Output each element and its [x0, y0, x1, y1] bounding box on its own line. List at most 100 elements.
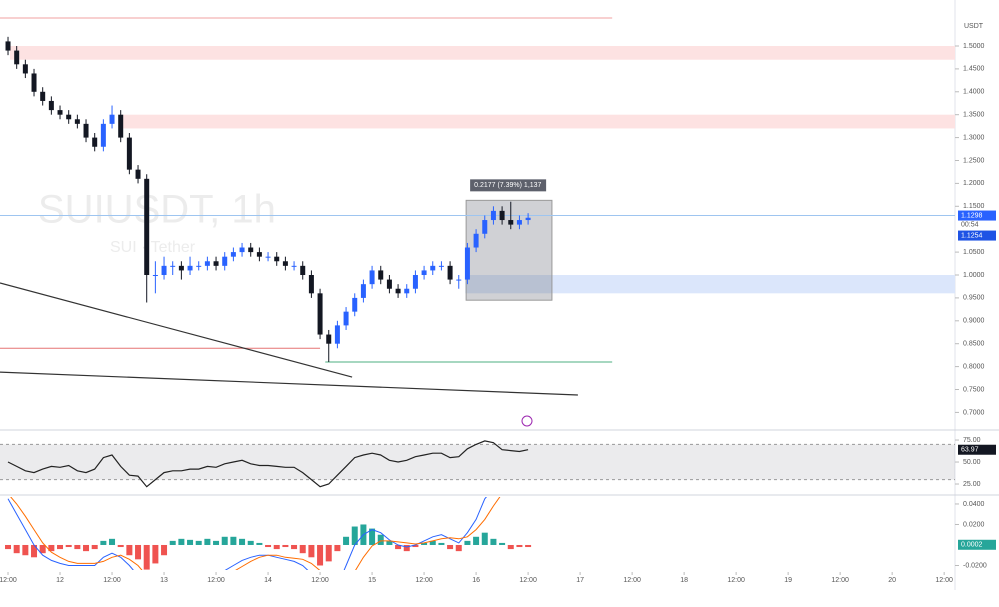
y-tick-label: 0.7500 — [963, 386, 985, 393]
candle-body — [421, 270, 427, 276]
zone — [465, 275, 955, 294]
histogram-bar — [386, 540, 393, 545]
candle-body — [14, 50, 20, 65]
countdown: 00:54 — [961, 221, 979, 228]
histogram-bar — [282, 544, 289, 548]
histogram-bar — [481, 532, 488, 545]
histogram-bar — [152, 544, 159, 564]
candle-body — [248, 247, 254, 253]
histogram-bar — [65, 544, 72, 548]
histogram-bar — [412, 544, 419, 548]
x-tick-label: 17 — [576, 577, 584, 584]
candle-body — [317, 293, 323, 335]
histogram-bar — [369, 528, 376, 545]
histogram-bar — [507, 544, 514, 550]
histogram-bar — [83, 544, 90, 552]
event-icon[interactable] — [521, 415, 533, 427]
x-tick-label: 12:00 — [415, 577, 433, 584]
histogram-bar — [247, 540, 254, 545]
histogram-bar — [195, 540, 202, 545]
x-tick-label: 12:00 — [935, 577, 953, 584]
y-tick-label: 0.0400 — [963, 501, 985, 508]
histogram-bar — [74, 544, 81, 550]
macd-current-label: 0.0002 — [961, 542, 983, 549]
x-tick-label: 16 — [472, 577, 480, 584]
candle-body — [40, 91, 46, 101]
candle-body — [412, 275, 418, 289]
y-tick-label: 1.0500 — [963, 249, 985, 256]
candle-body — [360, 284, 366, 298]
histogram-bar — [317, 544, 324, 566]
histogram-bar — [334, 544, 341, 552]
histogram-bar — [31, 544, 38, 558]
histogram-bar — [377, 534, 384, 545]
x-tick-label: 14 — [264, 577, 272, 584]
candle-body — [22, 64, 28, 74]
macd-line — [10, 497, 501, 570]
candle-body — [239, 247, 245, 253]
candle-body — [352, 297, 358, 312]
candle-body — [516, 220, 522, 225]
x-tick-label: 12:00 — [103, 577, 121, 584]
candle-body — [473, 233, 479, 248]
x-tick-label: 12 — [56, 577, 64, 584]
candle-body — [213, 261, 219, 266]
histogram-bar — [135, 544, 142, 560]
last-price-label-box — [958, 230, 996, 241]
histogram-bar — [455, 544, 462, 552]
histogram-bar — [429, 540, 436, 545]
y-tick-label: 0.7000 — [963, 409, 985, 416]
x-tick-label: 12:00 — [0, 577, 17, 584]
candle-body — [430, 265, 436, 271]
y-tick-label: 1.0000 — [963, 272, 985, 279]
y-tick-label: 1.4500 — [963, 66, 985, 73]
candle-body — [170, 265, 176, 267]
histogram-bar — [204, 538, 211, 545]
x-tick-label: 19 — [784, 577, 792, 584]
candle-body — [490, 210, 496, 221]
histogram-bar — [100, 540, 107, 545]
candle-body — [343, 311, 349, 326]
histogram-bar — [473, 536, 480, 545]
histogram-bar — [13, 544, 20, 554]
y-tick-label: 0.0200 — [963, 521, 985, 528]
candle-body — [135, 169, 141, 179]
y-tick-label: 1.2000 — [963, 180, 985, 187]
histogram-bar — [421, 542, 428, 545]
candle-body — [404, 288, 410, 294]
histogram-bar — [117, 544, 124, 548]
candle-body — [161, 265, 167, 276]
y-tick-label: 25.00 — [963, 481, 981, 488]
histogram-bar — [213, 540, 220, 545]
histogram-bar — [464, 540, 471, 545]
candle-body — [118, 114, 124, 138]
measure-label-box — [470, 179, 547, 192]
histogram-bar — [516, 544, 523, 548]
candle-body — [5, 41, 11, 51]
histogram-bar — [91, 544, 98, 550]
y-tick-label: 0.8000 — [963, 363, 985, 370]
histogram-bar — [143, 544, 150, 570]
candle-body — [369, 270, 375, 285]
candle-body — [152, 275, 158, 277]
candle-body — [274, 256, 280, 262]
histogram-bar — [230, 536, 237, 545]
last-price-label-box — [958, 210, 996, 221]
candle-body — [100, 123, 106, 147]
candle-body — [66, 114, 72, 120]
histogram-bar — [5, 544, 12, 550]
histogram-bar — [57, 544, 64, 550]
histogram-bar — [39, 544, 46, 554]
zone — [10, 45, 955, 60]
histogram-bar — [239, 538, 246, 545]
histogram-bar — [499, 542, 506, 545]
histogram-bar — [265, 544, 272, 548]
candle-body — [48, 100, 54, 111]
histogram-bar — [291, 544, 298, 550]
trendline — [0, 282, 353, 378]
x-tick-label: 13 — [160, 577, 168, 584]
last-price-label: 1.1254 — [961, 232, 983, 239]
histogram-bar — [109, 538, 116, 545]
